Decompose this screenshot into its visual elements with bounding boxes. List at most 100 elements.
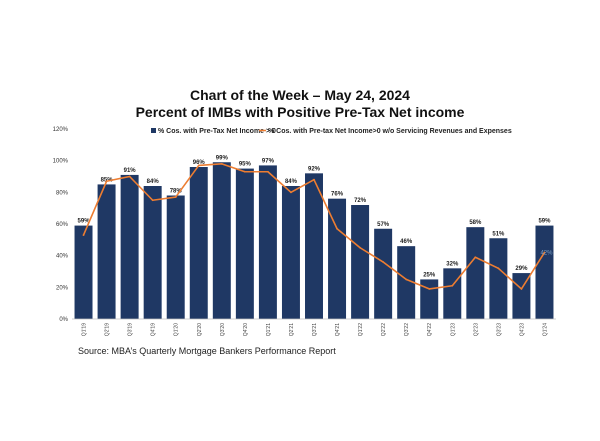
- line-point: [405, 278, 408, 281]
- line-end-label: 42%: [540, 251, 553, 257]
- line-point: [105, 180, 108, 183]
- bar: [74, 225, 93, 319]
- bar-value-label: 91%: [124, 168, 137, 174]
- line-point: [382, 261, 385, 263]
- y-tick-label: 120%: [53, 127, 69, 133]
- bar-value-label: 57%: [377, 222, 390, 228]
- source-note: Source: MBA’s Quarterly Mortgage Bankers…: [78, 346, 336, 356]
- line-point: [543, 251, 546, 254]
- line-series: 42%: [82, 162, 553, 290]
- x-tick-label: Q4'19: [151, 323, 157, 336]
- line-point: [313, 178, 315, 181]
- bar-value-label: 25%: [423, 272, 436, 278]
- x-tick-label: Q2'19: [105, 323, 111, 336]
- bar-value-label: 97%: [262, 158, 275, 164]
- x-tick-label: Q3'19: [128, 323, 134, 336]
- bar-value-label: 59%: [78, 219, 91, 225]
- bar: [258, 165, 277, 319]
- bar: [374, 228, 393, 319]
- x-tick-label: Q1'20: [174, 323, 180, 336]
- y-axis: 0% 20% 40% 60% 80% 100% 120%: [53, 127, 69, 323]
- bar: [143, 186, 162, 319]
- y-tick-label: 60%: [56, 222, 69, 228]
- bar-labels: 59%85%91%84%78%96%99%95%97%84%92%76%72%5…: [78, 155, 552, 278]
- line-point: [128, 175, 131, 178]
- y-tick-label: 100%: [53, 159, 69, 165]
- bar-value-label: 58%: [469, 220, 482, 226]
- line-point: [428, 288, 431, 290]
- bar-value-label: 51%: [492, 231, 505, 237]
- bar-value-label: 99%: [216, 155, 229, 161]
- bar: [97, 184, 116, 319]
- line-point: [220, 162, 223, 165]
- x-tick-label: Q3'20: [220, 323, 226, 336]
- bar-value-label: 84%: [285, 179, 298, 185]
- line-point: [497, 267, 500, 270]
- x-tick-label: Q4'22: [427, 323, 433, 336]
- x-tick-label: Q4'21: [335, 323, 341, 336]
- bar: [489, 238, 508, 319]
- bar: [212, 162, 231, 319]
- x-tick-label: Q2'22: [381, 323, 387, 336]
- x-tick-label: Q4'20: [243, 323, 249, 336]
- bar: [166, 195, 185, 319]
- bar-value-label: 32%: [446, 261, 459, 267]
- bar: [351, 205, 370, 319]
- x-tick-label: Q3'23: [496, 323, 502, 336]
- bars: [74, 162, 554, 319]
- x-tick-label: Q3'21: [312, 323, 318, 336]
- bar-value-label: 92%: [308, 166, 321, 172]
- bar: [281, 186, 300, 319]
- bar-value-label: 72%: [354, 198, 367, 204]
- line-point: [174, 196, 177, 198]
- line-point: [243, 170, 246, 173]
- line-point: [197, 164, 200, 167]
- x-tick-label: Q3'22: [404, 323, 410, 336]
- bar-value-label: 96%: [193, 160, 206, 166]
- bar: [443, 268, 462, 319]
- bar: [535, 225, 554, 319]
- bar: [189, 167, 208, 319]
- bar-value-label: 78%: [170, 189, 183, 195]
- chart-title: Chart of the Week – May 24, 2024: [190, 87, 410, 103]
- bar: [235, 168, 254, 319]
- legend-bar-label: % Cos. with Pre-Tax Net Income > 0: [158, 128, 276, 135]
- line-point: [520, 288, 523, 290]
- x-axis: Q1'19 Q2'19 Q3'19 Q4'19 Q1'20 Q2'20 Q3'20 Q4'20…: [72, 318, 556, 336]
- line-point: [82, 234, 85, 236]
- line-point: [267, 170, 269, 173]
- y-tick-label: 40%: [56, 254, 69, 260]
- bar-value-label: 29%: [515, 266, 528, 272]
- x-tick-label: Q2'23: [473, 323, 479, 336]
- bar: [397, 246, 416, 319]
- x-tick-label: Q4'23: [519, 323, 525, 336]
- x-tick-label: Q1'21: [266, 323, 272, 336]
- bar-value-label: 95%: [239, 162, 252, 168]
- legend-bar-swatch: [151, 128, 156, 133]
- bar-value-label: 59%: [538, 219, 551, 225]
- legend-line-label: % Cos. with Pre-tax Net Income>0 w/o Ser…: [268, 128, 512, 135]
- x-tick-label: Q2'21: [289, 323, 295, 336]
- bar-value-label: 84%: [147, 179, 160, 185]
- legend: % Cos. with Pre-Tax Net Income > 0 % Cos…: [151, 128, 512, 135]
- x-tick-label: Q2'20: [197, 323, 203, 336]
- line-point: [151, 199, 154, 202]
- bar: [466, 227, 485, 319]
- x-tick-label: Q1'22: [358, 323, 364, 336]
- line-point: [336, 227, 338, 230]
- x-tick-label: Q1'24: [542, 323, 548, 336]
- bar: [420, 279, 439, 319]
- chart-subtitle: Percent of IMBs with Positive Pre-Tax Ne…: [136, 104, 465, 120]
- line-point: [474, 256, 477, 259]
- bar: [305, 173, 323, 319]
- y-tick-label: 20%: [56, 285, 69, 291]
- x-tick-label: Q1'23: [450, 323, 456, 336]
- x-tick-label: Q1'19: [82, 323, 88, 336]
- line-point: [451, 284, 454, 287]
- line-point: [290, 191, 292, 194]
- y-tick-label: 0%: [59, 317, 68, 323]
- y-tick-label: 80%: [56, 190, 69, 196]
- line-point: [359, 246, 361, 249]
- bar-value-label: 76%: [331, 192, 344, 198]
